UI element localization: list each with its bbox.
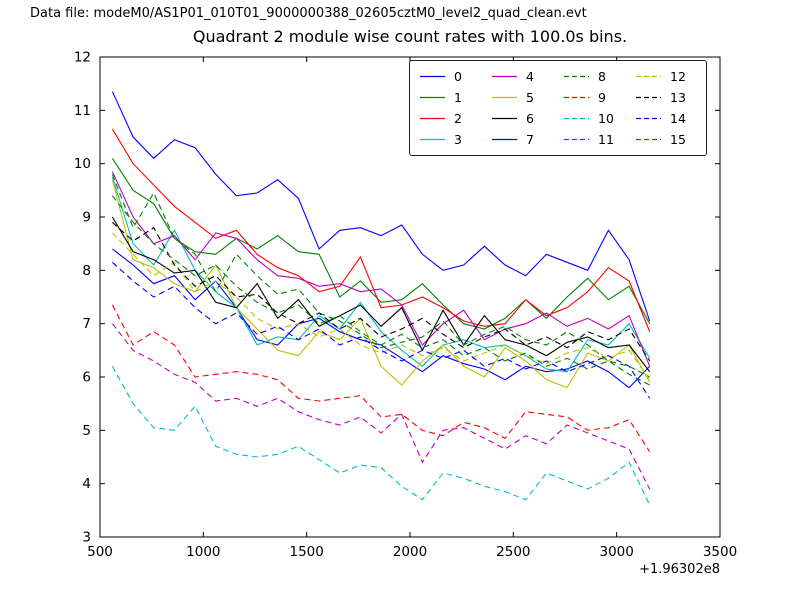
legend-entry-9: 9	[563, 87, 625, 108]
legend-entry-8: 8	[563, 66, 625, 87]
series-line-9	[111, 304, 651, 452]
legend-entry-0: 0	[419, 66, 481, 87]
legend-label: 4	[526, 69, 534, 84]
legend-line-sample	[492, 96, 517, 99]
legend-line-sample	[420, 138, 445, 141]
legend-entry-11: 11	[563, 129, 625, 150]
legend-entry-3: 3	[419, 129, 481, 150]
y-tick-label: 11	[74, 103, 91, 119]
legend-label: 10	[598, 111, 614, 126]
series-line-11	[111, 323, 651, 490]
legend-column: 4 5 6 7	[491, 66, 553, 150]
legend-entry-10: 10	[563, 108, 625, 129]
x-tick-label: 1500	[289, 544, 323, 560]
legend-label: 11	[598, 132, 614, 147]
legend-line-sample	[564, 138, 589, 141]
legend-label: 8	[598, 69, 606, 84]
x-tick-label: 2000	[393, 544, 427, 560]
legend-label: 0	[454, 69, 462, 84]
legend-entry-2: 2	[419, 108, 481, 129]
legend-column: 0 1 2 3	[419, 66, 481, 150]
chart-title: Quadrant 2 module wise count rates with …	[192, 27, 628, 46]
legend-entry-7: 7	[491, 129, 553, 150]
legend-label: 2	[454, 111, 462, 126]
series-line-1	[111, 158, 651, 330]
y-tick-label: 5	[82, 423, 91, 439]
series-line-10	[111, 366, 651, 506]
series-line-4	[111, 171, 651, 367]
x-axis-offset-label: +1.96302e8	[639, 562, 720, 577]
legend-entry-13: 13	[635, 87, 697, 108]
legend-line-sample	[420, 117, 445, 120]
y-tick-label: 8	[82, 263, 91, 279]
x-tick-label: 500	[87, 544, 113, 560]
series-line-2	[111, 128, 651, 332]
legend-entry-14: 14	[635, 108, 697, 129]
legend-line-sample	[636, 117, 661, 120]
legend-label: 7	[526, 132, 534, 147]
legend: 0 1 2 3 4 5 6 7 8 9 10 11 12 13 14 15	[409, 60, 707, 156]
series-line-13	[112, 221, 651, 362]
legend-line-sample	[492, 75, 517, 78]
series-line-7	[111, 91, 651, 322]
y-tick-label: 3	[82, 530, 91, 546]
x-tick-label: 3500	[703, 544, 737, 560]
y-tick-label: 12	[74, 50, 91, 66]
series-line-3	[111, 176, 651, 373]
legend-column: 12 13 14 15	[635, 66, 697, 150]
legend-label: 14	[670, 111, 686, 126]
legend-line-sample	[564, 75, 589, 78]
legend-label: 3	[454, 132, 462, 147]
legend-line-sample	[492, 117, 517, 120]
legend-entry-12: 12	[635, 66, 697, 87]
legend-line-sample	[636, 138, 661, 141]
y-tick-label: 6	[82, 370, 91, 386]
series-line-8	[111, 174, 650, 378]
legend-line-sample	[564, 96, 589, 99]
legend-line-sample	[564, 117, 589, 120]
data-file-label: Data file: modeM0/AS1P01_010T01_90000003…	[30, 6, 587, 21]
legend-line-sample	[492, 138, 517, 141]
legend-line-sample	[636, 96, 661, 99]
legend-entry-1: 1	[419, 87, 481, 108]
legend-label: 9	[598, 90, 606, 105]
y-tick-label: 4	[82, 476, 91, 492]
legend-entry-5: 5	[491, 87, 553, 108]
legend-line-sample	[420, 96, 445, 99]
x-tick-label: 3000	[599, 544, 633, 560]
legend-entry-4: 4	[491, 66, 553, 87]
legend-line-sample	[420, 75, 445, 78]
x-tick-label: 2500	[496, 544, 530, 560]
y-tick-label: 9	[82, 210, 91, 226]
legend-label: 6	[526, 111, 534, 126]
legend-label: 13	[670, 90, 686, 105]
series-line-15	[111, 195, 650, 386]
y-tick-label: 10	[74, 156, 91, 172]
series-line-6	[111, 216, 651, 373]
legend-entry-6: 6	[491, 108, 553, 129]
legend-label: 5	[526, 90, 534, 105]
legend-label: 15	[670, 132, 686, 147]
series-line-14	[112, 261, 651, 399]
legend-label: 1	[454, 90, 462, 105]
legend-line-sample	[636, 75, 661, 78]
x-tick-label: 1000	[186, 544, 220, 560]
legend-column: 8 9 10 11	[563, 66, 625, 150]
legend-label: 12	[670, 69, 686, 84]
legend-entry-15: 15	[635, 129, 697, 150]
y-tick-label: 7	[82, 316, 91, 332]
